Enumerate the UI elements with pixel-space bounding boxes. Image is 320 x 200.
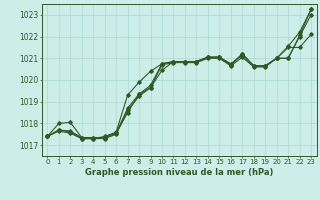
X-axis label: Graphe pression niveau de la mer (hPa): Graphe pression niveau de la mer (hPa) [85, 168, 273, 177]
